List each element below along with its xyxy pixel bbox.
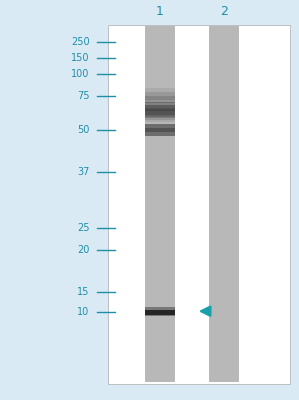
Text: 250: 250 xyxy=(71,37,90,47)
Bar xyxy=(145,108,175,115)
Text: 50: 50 xyxy=(77,125,90,135)
Text: 25: 25 xyxy=(77,223,90,233)
Bar xyxy=(145,96,175,103)
Bar xyxy=(145,88,175,96)
Text: 10: 10 xyxy=(77,307,90,317)
Bar xyxy=(145,310,175,315)
Text: 75: 75 xyxy=(77,91,90,101)
Bar xyxy=(108,25,290,384)
Text: 2: 2 xyxy=(220,5,228,18)
Bar xyxy=(145,105,175,111)
Bar xyxy=(209,26,239,382)
Text: 20: 20 xyxy=(77,245,90,255)
Text: 15: 15 xyxy=(77,287,90,297)
Bar xyxy=(145,307,175,316)
Text: 150: 150 xyxy=(71,53,90,63)
Bar xyxy=(145,110,175,120)
Bar xyxy=(145,110,175,122)
Bar xyxy=(145,92,175,100)
Bar xyxy=(145,26,175,382)
Bar xyxy=(145,102,175,108)
Text: 100: 100 xyxy=(71,69,90,79)
Bar xyxy=(145,128,175,132)
Text: 37: 37 xyxy=(77,167,90,177)
Bar xyxy=(145,108,175,118)
Bar xyxy=(145,124,175,136)
Text: 1: 1 xyxy=(156,5,164,18)
Bar xyxy=(145,110,175,117)
